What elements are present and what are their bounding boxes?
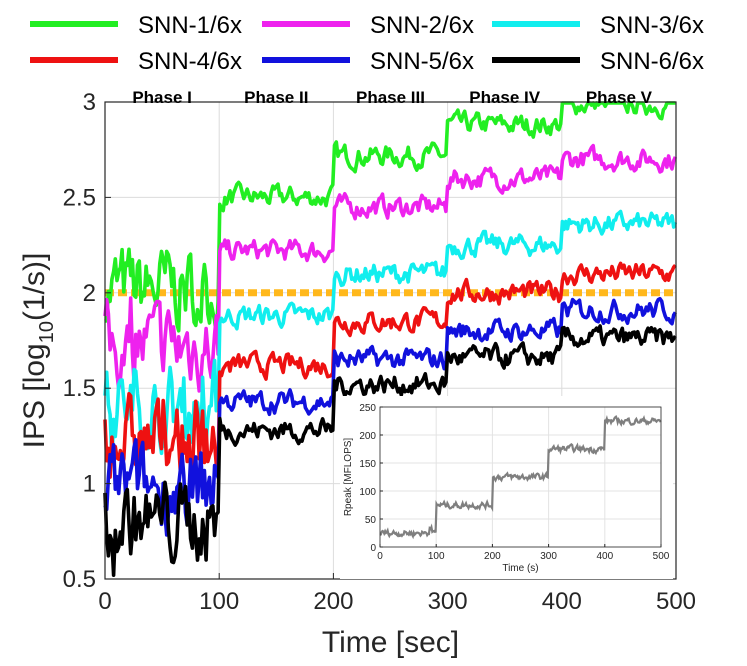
inset-y-tick-label: 100 <box>359 487 376 498</box>
legend-label: SNN-4/6x <box>138 48 242 75</box>
y-axis-label-subscript: 10 <box>36 321 58 343</box>
legend-label: SNN-6/6x <box>600 48 704 75</box>
x-tick-label: 400 <box>542 588 582 615</box>
phase-label: Phase I <box>132 88 192 107</box>
phase-label: Phase V <box>586 88 653 107</box>
y-tick-label: 2 <box>83 280 96 307</box>
y-axis-label-prefix: IPS [log <box>18 343 51 448</box>
legend-label: SNN-2/6x <box>370 12 474 39</box>
x-tick-label: 0 <box>98 588 111 615</box>
legend-label: SNN-1/6x <box>138 12 242 39</box>
series-line-snn-6-6x <box>103 324 677 577</box>
y-axis-label: IPS [log10(1/s)] <box>18 253 58 449</box>
inset-x-tick-label: 200 <box>484 551 501 562</box>
inset-x-tick-label: 500 <box>653 551 670 562</box>
inset-y-tick-label: 200 <box>359 431 376 442</box>
inset-x-axis-label: Time (s) <box>502 563 538 574</box>
y-axis-label-suffix: (1/s)] <box>18 253 51 321</box>
series-line-snn-5-6x <box>103 296 677 537</box>
x-tick-label: 100 <box>199 588 239 615</box>
inset-x-tick-label: 100 <box>428 551 445 562</box>
series-line-snn-1-6x <box>104 101 676 338</box>
inset-plot: 0 100 200 300 400 500 0 50 100 150 200 250 Time (s) R… <box>340 396 673 579</box>
series-group <box>103 101 678 577</box>
y-tick-label: 1.5 <box>63 375 96 402</box>
inset-plot-border <box>379 406 662 548</box>
y-tick-label: 3 <box>83 89 96 116</box>
inset-series-line <box>379 414 662 540</box>
y-tick-label: 2.5 <box>63 184 96 211</box>
x-tick-label: 500 <box>656 588 696 615</box>
inset-y-tick-label: 0 <box>370 543 376 554</box>
inset-y-axis-label: Rpeak [MFLOPS] <box>343 438 354 517</box>
legend-label: SNN-3/6x <box>600 12 704 39</box>
series-line-snn-4-6x <box>103 261 677 479</box>
phase-label: Phase IV <box>469 88 541 107</box>
x-axis-label: Time [sec] <box>322 626 459 659</box>
y-tick-label: 1 <box>83 471 96 498</box>
phase-label: Phase III <box>356 88 425 107</box>
y-tick-label: 0.5 <box>63 566 96 593</box>
series-line-snn-2-6x <box>103 143 678 393</box>
inset-y-tick-label: 150 <box>359 459 376 470</box>
x-tick-label: 200 <box>313 588 353 615</box>
inset-x-tick-label: 0 <box>377 551 383 562</box>
legend: SNN-1/6x SNN-2/6x SNN-3/6x SNN-4/6x SNN-5/6x… <box>30 12 704 75</box>
inset-y-tick-label: 250 <box>359 403 376 414</box>
inset-y-tick-label: 50 <box>365 515 377 526</box>
inset-x-tick-label: 300 <box>540 551 557 562</box>
phase-label: Phase II <box>244 88 308 107</box>
x-tick-label: 300 <box>428 588 468 615</box>
inset-x-tick-label: 400 <box>596 551 613 562</box>
legend-label: SNN-5/6x <box>370 48 474 75</box>
